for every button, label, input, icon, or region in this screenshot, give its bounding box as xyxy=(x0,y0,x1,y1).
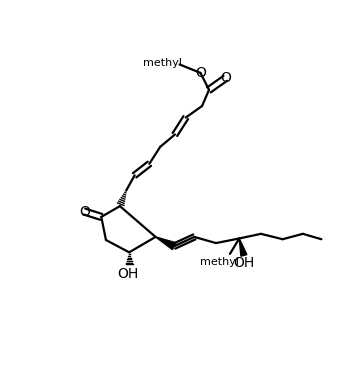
Text: O: O xyxy=(220,71,231,85)
Text: methyl: methyl xyxy=(143,58,182,68)
Text: methyl: methyl xyxy=(199,257,238,267)
Polygon shape xyxy=(155,237,176,250)
Text: O: O xyxy=(79,205,90,219)
Text: O: O xyxy=(195,66,206,80)
Polygon shape xyxy=(239,239,247,256)
Text: OH: OH xyxy=(233,256,254,270)
Text: OH: OH xyxy=(117,267,138,281)
